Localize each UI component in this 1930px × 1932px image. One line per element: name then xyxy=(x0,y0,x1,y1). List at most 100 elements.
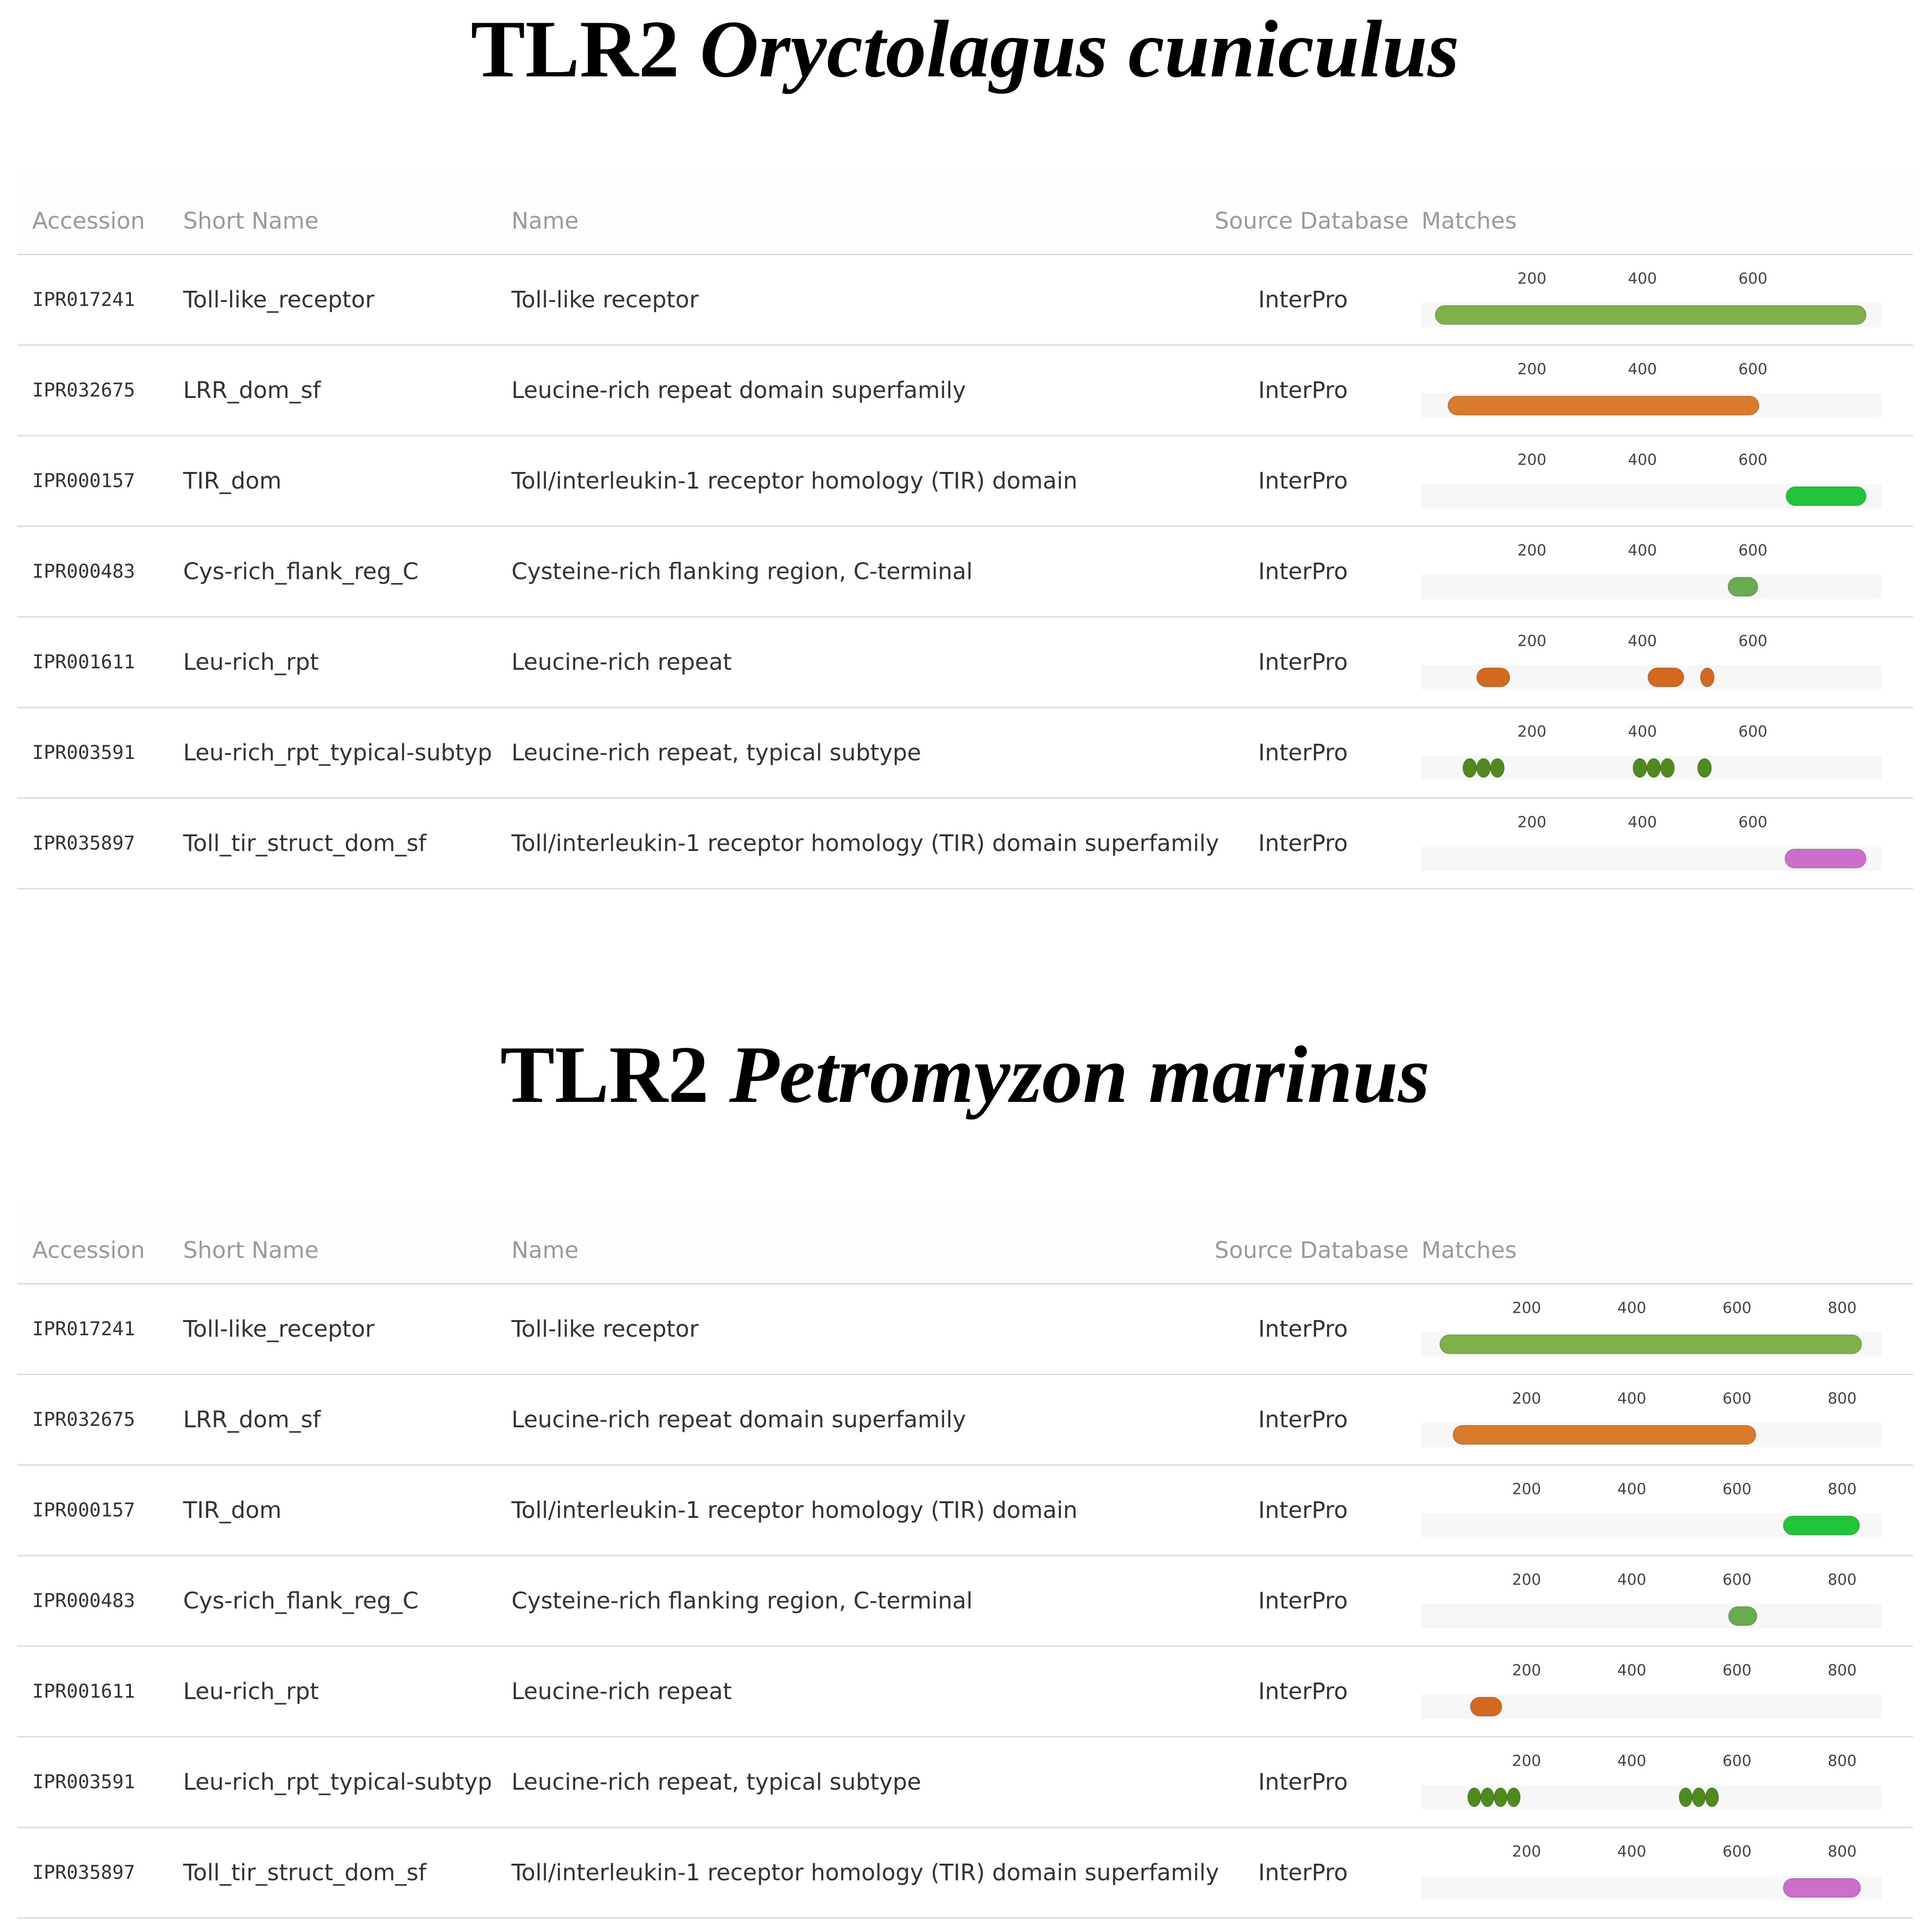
header-source-database[interactable]: Source Database xyxy=(1215,208,1409,234)
table-row[interactable]: IPR000157 TIR_dom Toll/interleukin-1 recep… xyxy=(17,436,1913,527)
table-row[interactable]: IPR035897 Toll_tir_struct_dom_sf Toll/inte… xyxy=(17,1828,1913,1919)
accession-cell[interactable]: IPR000483 xyxy=(32,1590,135,1612)
match-segment[interactable] xyxy=(1632,758,1648,778)
table-row[interactable]: IPR000157 TIR_dom Toll/interleukin-1 recep… xyxy=(17,1466,1913,1556)
axis-tick-label: 400 xyxy=(1617,1752,1646,1770)
accession-cell[interactable]: IPR003591 xyxy=(32,742,135,764)
name-cell: Toll-like receptor xyxy=(511,1316,699,1342)
axis-tick-label: 400 xyxy=(1617,1389,1646,1407)
match-segment[interactable] xyxy=(1679,1787,1693,1807)
short-name-cell: Cys-rich_flank_reg_C xyxy=(183,1588,419,1614)
header-accession[interactable]: Accession xyxy=(32,1237,145,1264)
accession-cell[interactable]: IPR035897 xyxy=(32,1862,135,1884)
source-database-cell[interactable]: InterPro xyxy=(1258,1316,1348,1342)
source-database-cell[interactable]: InterPro xyxy=(1258,649,1348,675)
source-database-cell[interactable]: InterPro xyxy=(1258,1769,1348,1795)
source-database-cell[interactable]: InterPro xyxy=(1258,1588,1348,1614)
axis-tick-label: 600 xyxy=(1723,1752,1752,1770)
match-segment[interactable] xyxy=(1727,577,1759,597)
header-matches[interactable]: Matches xyxy=(1421,208,1517,234)
match-segment[interactable] xyxy=(1785,486,1867,506)
source-database-cell[interactable]: InterPro xyxy=(1258,1678,1348,1705)
source-database-cell[interactable]: InterPro xyxy=(1258,740,1348,766)
header-accession[interactable]: Accession xyxy=(32,208,145,234)
table-row[interactable]: IPR003591 Leu-rich_rpt_typical-subtyp Leuc… xyxy=(17,1738,1913,1828)
matches-track: 200 400 600 800 xyxy=(1421,1647,1901,1736)
header-matches[interactable]: Matches xyxy=(1421,1237,1517,1264)
accession-cell[interactable]: IPR003591 xyxy=(32,1771,135,1793)
accession-cell[interactable]: IPR000157 xyxy=(32,470,135,492)
source-database-cell[interactable]: InterPro xyxy=(1258,830,1348,857)
accession-cell[interactable]: IPR017241 xyxy=(32,1318,135,1340)
match-segment[interactable] xyxy=(1493,1787,1508,1807)
axis-tick-label: 400 xyxy=(1617,1842,1646,1860)
table-row[interactable]: IPR000483 Cys-rich_flank_reg_C Cysteine-ri… xyxy=(17,527,1913,618)
source-database-cell[interactable]: InterPro xyxy=(1258,1859,1348,1886)
table-row[interactable]: IPR032675 LRR_dom_sf Leucine-rich repeat d… xyxy=(17,346,1913,436)
axis-tick-label: 400 xyxy=(1628,360,1657,378)
table-row[interactable]: IPR000483 Cys-rich_flank_reg_C Cysteine-ri… xyxy=(17,1556,1913,1647)
match-segment[interactable] xyxy=(1470,1697,1503,1717)
accession-cell[interactable]: IPR017241 xyxy=(32,289,135,311)
source-database-cell[interactable]: InterPro xyxy=(1258,1497,1348,1524)
match-segment[interactable] xyxy=(1467,1787,1482,1807)
table-row[interactable]: IPR035897 Toll_tir_struct_dom_sf Toll/inte… xyxy=(17,799,1913,889)
match-segment[interactable] xyxy=(1782,1878,1861,1898)
match-segment[interactable] xyxy=(1439,1334,1862,1354)
accession-cell[interactable]: IPR032675 xyxy=(32,1409,135,1431)
header-source-database[interactable]: Source Database xyxy=(1215,1237,1409,1264)
match-segment[interactable] xyxy=(1462,758,1477,778)
source-database-cell[interactable]: InterPro xyxy=(1258,377,1348,404)
table-header: Accession Short Name Name Source Databas… xyxy=(17,1200,1913,1285)
match-segment[interactable] xyxy=(1435,305,1867,325)
source-database-cell[interactable]: InterPro xyxy=(1258,287,1348,313)
match-segment[interactable] xyxy=(1480,1787,1494,1807)
table-row[interactable]: IPR032675 LRR_dom_sf Leucine-rich repeat d… xyxy=(17,1375,1913,1466)
accession-cell[interactable]: IPR035897 xyxy=(32,832,135,854)
match-segment[interactable] xyxy=(1728,1606,1758,1626)
header-short-name[interactable]: Short Name xyxy=(183,1237,319,1264)
axis-tick-label: 600 xyxy=(1738,632,1767,650)
match-segment[interactable] xyxy=(1476,667,1511,687)
table-header: Accession Short Name Name Source Databas… xyxy=(17,171,1913,255)
axis-tick-label: 600 xyxy=(1723,1842,1752,1860)
accession-cell[interactable]: IPR001611 xyxy=(32,651,135,673)
match-segment[interactable] xyxy=(1705,1787,1719,1807)
header-name[interactable]: Name xyxy=(511,208,579,234)
matches-track: 200 400 600 xyxy=(1421,618,1901,707)
match-segment[interactable] xyxy=(1697,758,1712,778)
accession-cell[interactable]: IPR001611 xyxy=(32,1681,135,1702)
match-segment[interactable] xyxy=(1646,758,1661,778)
table-row[interactable]: IPR017241 Toll-like_receptor Toll-like rec… xyxy=(17,1285,1913,1375)
domain-table-1: Accession Short Name Name Source Databas… xyxy=(17,171,1913,889)
table-row[interactable]: IPR017241 Toll-like_receptor Toll-like rec… xyxy=(17,255,1913,346)
source-database-cell[interactable]: InterPro xyxy=(1258,468,1348,494)
match-segment[interactable] xyxy=(1476,758,1491,778)
source-database-cell[interactable]: InterPro xyxy=(1258,1406,1348,1433)
table-row[interactable]: IPR001611 Leu-rich_rpt Leucine-rich repeat… xyxy=(17,618,1913,708)
header-short-name[interactable]: Short Name xyxy=(183,208,319,234)
match-segment[interactable] xyxy=(1700,667,1715,687)
accession-cell[interactable]: IPR032675 xyxy=(32,379,135,401)
axis-tick-label: 600 xyxy=(1723,1480,1752,1498)
axis-tick-label: 200 xyxy=(1517,722,1546,740)
match-segment[interactable] xyxy=(1782,1516,1860,1535)
short-name-cell: Toll-like_receptor xyxy=(183,1316,375,1342)
match-segment[interactable] xyxy=(1691,1787,1706,1807)
source-database-cell[interactable]: InterPro xyxy=(1258,558,1348,585)
match-segment[interactable] xyxy=(1647,667,1685,687)
accession-cell[interactable]: IPR000157 xyxy=(32,1499,135,1521)
match-segment[interactable] xyxy=(1452,1425,1757,1445)
match-segment[interactable] xyxy=(1784,849,1867,869)
name-cell: Leucine-rich repeat, typical subtype xyxy=(511,1769,921,1795)
match-segment[interactable] xyxy=(1447,396,1760,416)
accession-cell[interactable]: IPR000483 xyxy=(32,561,135,582)
match-segment[interactable] xyxy=(1490,758,1505,778)
match-segment[interactable] xyxy=(1660,758,1675,778)
short-name-cell: Toll-like_receptor xyxy=(183,287,375,313)
table-row[interactable]: IPR003591 Leu-rich_rpt_typical-subtyp Leuc… xyxy=(17,708,1913,799)
matches-svg: 200 400 600 xyxy=(1421,541,1882,599)
table-row[interactable]: IPR001611 Leu-rich_rpt Leucine-rich repeat… xyxy=(17,1647,1913,1738)
header-name[interactable]: Name xyxy=(511,1237,579,1264)
match-segment[interactable] xyxy=(1506,1787,1521,1807)
